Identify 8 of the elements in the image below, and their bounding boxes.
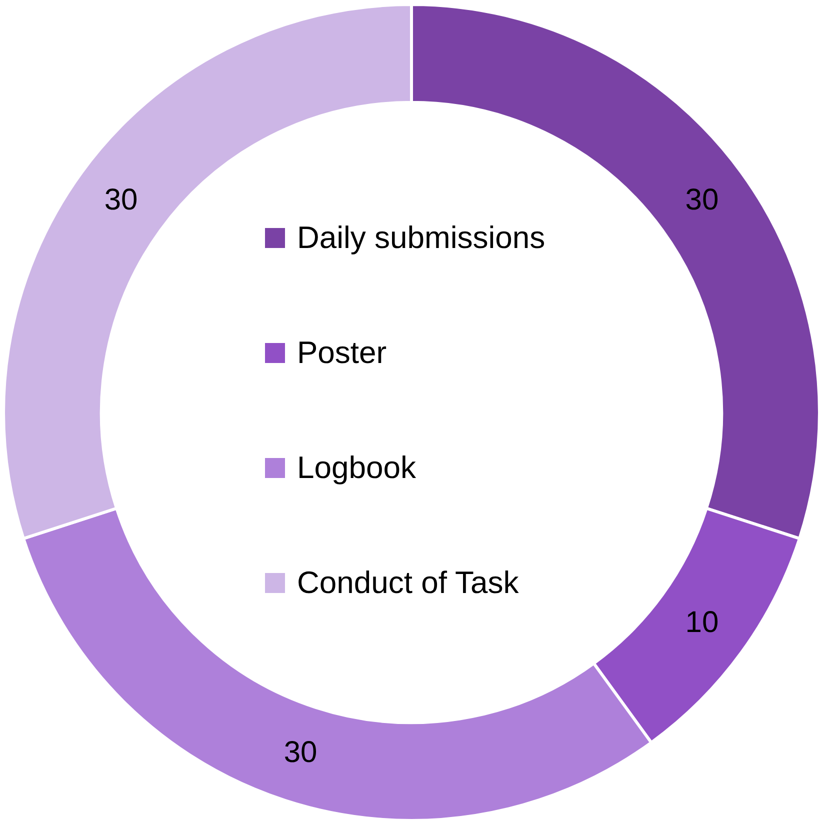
legend-label: Conduct of Task	[297, 565, 519, 601]
legend-label: Logbook	[297, 450, 416, 486]
legend-label: Daily submissions	[297, 220, 546, 256]
legend-label: Poster	[297, 335, 387, 371]
data-label: 30	[284, 736, 318, 770]
data-label: 10	[685, 606, 719, 639]
data-label: 30	[685, 184, 719, 217]
data-label: 30	[104, 184, 138, 217]
